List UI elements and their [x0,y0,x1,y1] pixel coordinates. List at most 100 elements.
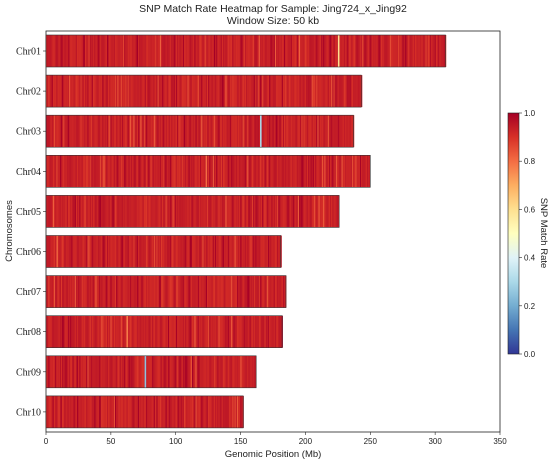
window-cell [146,35,148,67]
window-cell [77,235,79,268]
window-cell [192,75,194,108]
window-cell [336,115,339,148]
window-cell [192,35,194,67]
window-cell [203,355,205,388]
window-cell [157,275,159,308]
window-cell [258,315,260,348]
window-cell [202,355,204,388]
window-cell [58,75,60,108]
window-cell [221,395,224,428]
window-cell [235,75,237,108]
window-cell [217,35,219,67]
window-cell [277,115,279,148]
window-cell [184,315,186,348]
window-cell [225,355,227,388]
window-cell [428,35,431,67]
window-cell [163,355,165,388]
window-cell [132,155,134,188]
window-cell [129,115,132,148]
x-tick-label: 350 [493,437,507,446]
window-cell [169,35,171,67]
window-cell [189,35,191,67]
x-tick-label: 300 [428,437,442,446]
window-cell [281,115,283,148]
window-cell [133,195,135,228]
window-cell [202,315,204,348]
window-cell [185,115,187,148]
window-cell [100,115,102,148]
window-cell [58,155,60,188]
window-cell [316,115,318,148]
window-cell [104,155,106,188]
window-cell [104,195,106,228]
window-cell [50,235,52,268]
window-cell [66,315,68,348]
window-cell [223,315,225,348]
window-cell [353,155,355,188]
chromosome-label: Chr03 [16,127,41,138]
window-cell [240,395,242,428]
window-cell [204,115,206,148]
window-cell [151,35,153,67]
window-cell [230,115,232,148]
window-cell [64,275,66,308]
chart-subtitle: Window Size: 50 kb [227,15,319,27]
window-cell [393,35,395,67]
window-cell [143,195,145,228]
window-cell [82,195,84,228]
window-cell [285,155,287,188]
window-cell [286,75,288,108]
window-cell [230,155,232,188]
window-cell [266,75,268,108]
window-cell [59,115,61,148]
window-cell [355,35,357,67]
window-cell [297,35,300,67]
window-cell [256,275,258,308]
window-cell [173,75,175,108]
window-cell [131,195,133,228]
window-cell [55,115,57,148]
window-cell [149,315,151,348]
window-cell [105,395,107,428]
window-cell [111,395,113,428]
window-stripes [46,75,363,108]
window-cell [179,315,181,348]
window-cell [201,395,203,428]
window-cell [55,75,57,108]
window-cell [368,35,370,67]
window-cell [241,115,243,148]
window-cell [46,355,48,388]
window-cell [143,315,145,348]
window-cell [196,235,198,268]
window-cell [312,115,314,148]
window-cell [78,195,80,228]
window-cell [233,395,235,428]
window-cell [279,155,281,188]
chromosome-track-chr04: Chr04 [16,155,371,188]
window-cell [230,395,232,428]
window-cell [285,115,287,148]
window-cell [210,35,212,67]
window-cell [117,35,119,67]
window-cell [243,275,245,308]
window-cell [304,115,306,148]
window-cell [228,235,231,268]
window-cell [259,315,262,348]
window-cell [172,35,174,67]
window-cell [97,115,99,148]
window-cell [102,315,104,348]
window-cell [55,35,57,67]
window-cell [277,235,279,268]
window-cell [195,235,197,268]
window-cell [74,75,76,108]
window-cell [140,275,142,308]
window-cell [172,395,174,428]
window-cell [236,395,239,428]
window-cell [120,355,122,388]
window-cell [146,195,148,228]
window-cell [204,355,206,388]
window-cell [138,195,140,228]
window-cell [159,395,162,428]
window-cell [75,115,78,148]
window-cell [184,155,186,188]
